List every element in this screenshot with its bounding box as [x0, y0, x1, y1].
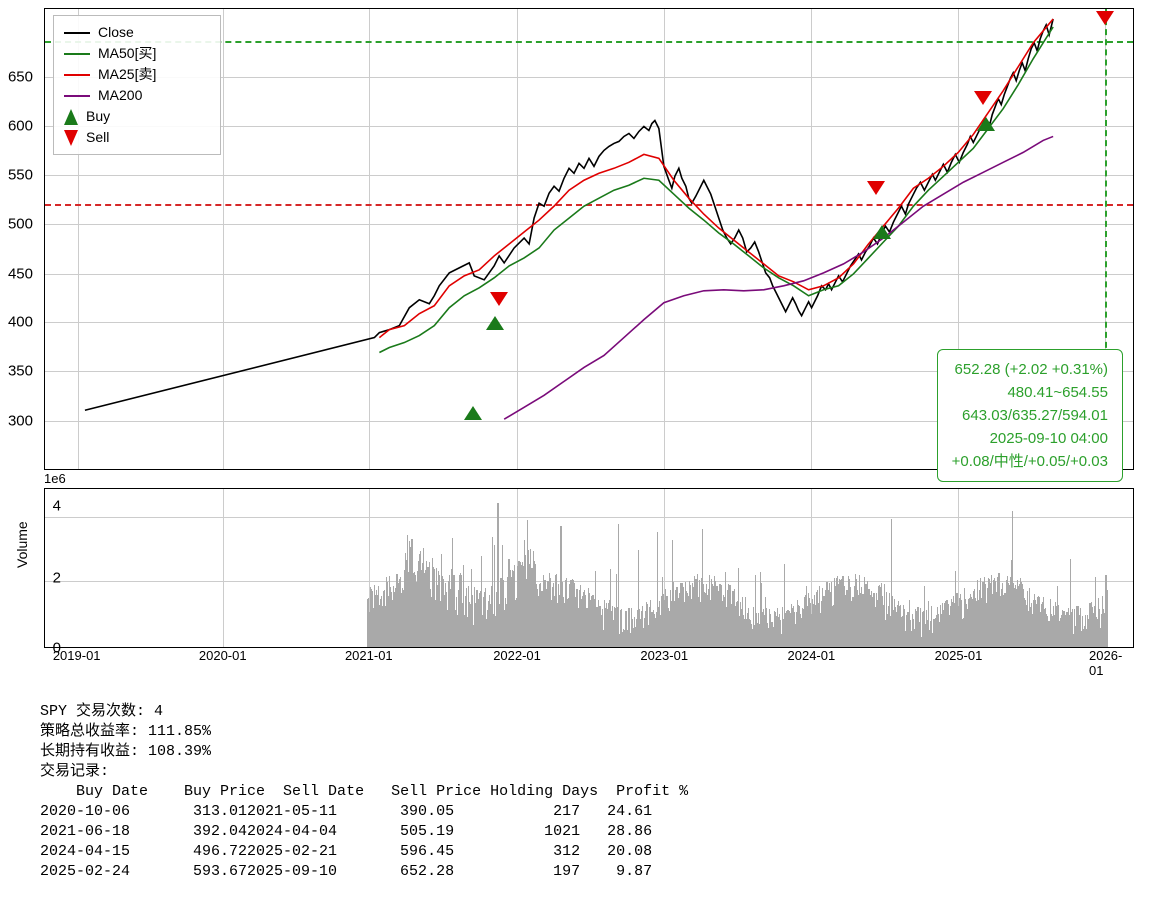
table-header-row: Buy Date Buy Price Sell Date Sell Price …: [58, 783, 688, 800]
buy-marker[interactable]: [977, 117, 995, 131]
table-row: 2024-04-15 496.722025-02-21 596.45 312 2…: [40, 843, 652, 860]
volume-axis-title: Volume: [14, 521, 30, 568]
candlestick-chart-root: 650 600 550 500 450 400 350 300 250 Clos…: [0, 0, 1161, 855]
buy-marker[interactable]: [486, 316, 504, 330]
x-axis-ticks: 2019-01 2020-01 2021-01 2022-01 2023-01 …: [44, 648, 1134, 668]
sell-marker[interactable]: [490, 292, 508, 306]
legend-item-ma200: MA200: [64, 85, 210, 106]
sell-marker[interactable]: [974, 91, 992, 105]
volume-bars: [45, 489, 1133, 647]
strategy-return-label: 策略总收益率: 111.85%: [40, 723, 211, 740]
volume-bar: [1107, 612, 1108, 647]
chart-legend: Close MA50[买] MA25[卖] MA200 Buy: [53, 15, 221, 155]
price-panel: 650 600 550 500 450 400 350 300 250 Clos…: [44, 8, 1134, 470]
y-axis-tick: 450: [0, 265, 33, 282]
volume-y-tick: 4: [23, 498, 61, 515]
sell-marker[interactable]: [867, 181, 885, 195]
y-axis-tick: 350: [0, 363, 33, 380]
table-row: 2025-02-24 593.672025-09-10 652.28 197 9…: [40, 863, 652, 880]
legend-item-ma25: MA25[卖]: [64, 64, 210, 85]
sell-icon: [64, 130, 78, 146]
price-info-box: 652.28 (+2.02 +0.31%) 480.41~654.55 643.…: [937, 349, 1123, 482]
legend-item-close: Close: [64, 22, 210, 43]
buyhold-return-label: 长期持有收益: 108.39%: [40, 743, 211, 760]
volume-y-tick: 2: [23, 570, 61, 587]
buy-marker[interactable]: [464, 406, 482, 420]
summary-text-block: SPY 交易次数: 4 策略总收益率: 111.85% 长期持有收益: 108.…: [40, 682, 688, 902]
legend-item-sell: Sell: [64, 127, 210, 148]
y-axis-tick: 300: [0, 412, 33, 429]
y-axis-tick: 500: [0, 216, 33, 233]
sell-marker[interactable]: [1096, 11, 1114, 25]
legend-item-buy: Buy: [64, 106, 210, 127]
legend-item-ma50: MA50[买]: [64, 43, 210, 64]
y-axis-tick: 650: [0, 69, 33, 86]
volume-panel: [44, 488, 1134, 648]
table-row: 2021-06-18 392.042024-04-04 505.19 1021 …: [40, 823, 652, 840]
table-row: 2020-10-06 313.012021-05-11 390.05 217 2…: [40, 803, 652, 820]
volume-exponent-label: 1e6: [44, 471, 66, 486]
buy-icon: [64, 109, 78, 125]
y-axis-tick: 400: [0, 314, 33, 331]
trade-count-label: SPY 交易次数: 4: [40, 703, 163, 720]
volume-y-tick: 0: [23, 640, 61, 657]
records-label: 交易记录:: [40, 763, 109, 780]
buy-marker[interactable]: [873, 225, 891, 239]
y-axis-tick: 600: [0, 117, 33, 134]
y-axis-tick: 550: [0, 167, 33, 184]
